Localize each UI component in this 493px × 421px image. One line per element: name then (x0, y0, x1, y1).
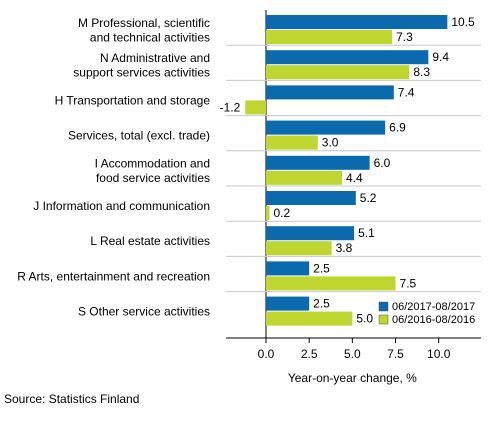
category-label: Services, total (excl. trade) (68, 129, 210, 143)
category-label: S Other service activities (78, 305, 210, 319)
x-tick-label: 10.0 (427, 347, 451, 361)
data-label: 2.5 (313, 297, 330, 311)
bar (266, 191, 356, 205)
bar (266, 155, 370, 170)
bar (245, 100, 266, 115)
data-label: 3.0 (322, 136, 339, 150)
bar (266, 135, 318, 150)
category-label: I Accommodation and (95, 157, 210, 171)
data-label: 7.5 (400, 276, 417, 290)
legend-label: 06/2016-08/2016 (392, 314, 475, 326)
data-label: -1.2 (220, 100, 241, 114)
x-tick-label: 7.5 (387, 347, 404, 361)
bar (266, 50, 429, 65)
bar (266, 226, 355, 241)
category-label: M Professional, scientific (78, 16, 210, 30)
data-label: 6.9 (389, 121, 406, 135)
data-label: 3.8 (336, 241, 353, 255)
bar (266, 311, 353, 326)
category-label: and technical activities (90, 30, 210, 44)
bar (266, 120, 386, 135)
bar (266, 170, 342, 185)
bar (266, 261, 310, 276)
category-label: L Real estate activities (90, 234, 210, 248)
data-label: 5.2 (360, 191, 377, 205)
legend-label: 06/2017-08/2017 (392, 301, 475, 313)
bar (266, 276, 396, 291)
source-note: Source: Statistics Finland (4, 392, 140, 406)
data-label: 7.4 (398, 85, 415, 99)
bar (266, 296, 310, 311)
bar (266, 30, 393, 44)
bar (266, 85, 394, 100)
data-label: 4.4 (346, 171, 363, 185)
x-tick-label: 2.5 (301, 347, 318, 361)
bar (266, 241, 332, 256)
x-axis-label: Year-on-year change, % (288, 371, 417, 385)
data-label: 7.3 (396, 30, 413, 44)
data-label: 5.1 (358, 226, 375, 240)
category-label: support services activities (73, 65, 210, 79)
data-label: 10.5 (451, 15, 475, 29)
data-label: 5.0 (356, 312, 373, 326)
legend-swatch (378, 301, 389, 312)
category-label: J Information and communication (33, 199, 210, 213)
data-label: 6.0 (374, 156, 391, 170)
bar (266, 65, 410, 80)
legend-swatch (378, 314, 389, 325)
x-tick-label: 5.0 (344, 347, 361, 361)
category-label: R Arts, entertainment and recreation (17, 269, 210, 283)
value-labels-layer: 10.5 7.3 9.48.3 7.4 -1.2 6.9 3.0 6.0 4.4 5.2 0.2 5.… (220, 15, 475, 326)
bars-layer (245, 15, 448, 326)
category-label: food service activities (96, 171, 210, 185)
x-tick-label: 0.0 (258, 347, 275, 361)
data-label: 8.3 (413, 65, 430, 79)
bar (266, 15, 448, 29)
data-label: 0.2 (273, 206, 290, 220)
bar (266, 206, 270, 220)
data-label: 2.5 (313, 261, 330, 275)
category-separators (226, 10, 481, 338)
x-axis: 0.0 2.5 5.0 7.5 10.0 Year-on-year change, % (226, 337, 481, 385)
category-label: H Transportation and storage (55, 93, 211, 107)
data-label: 9.4 (432, 50, 449, 64)
category-label: N Administrative and (100, 51, 210, 65)
